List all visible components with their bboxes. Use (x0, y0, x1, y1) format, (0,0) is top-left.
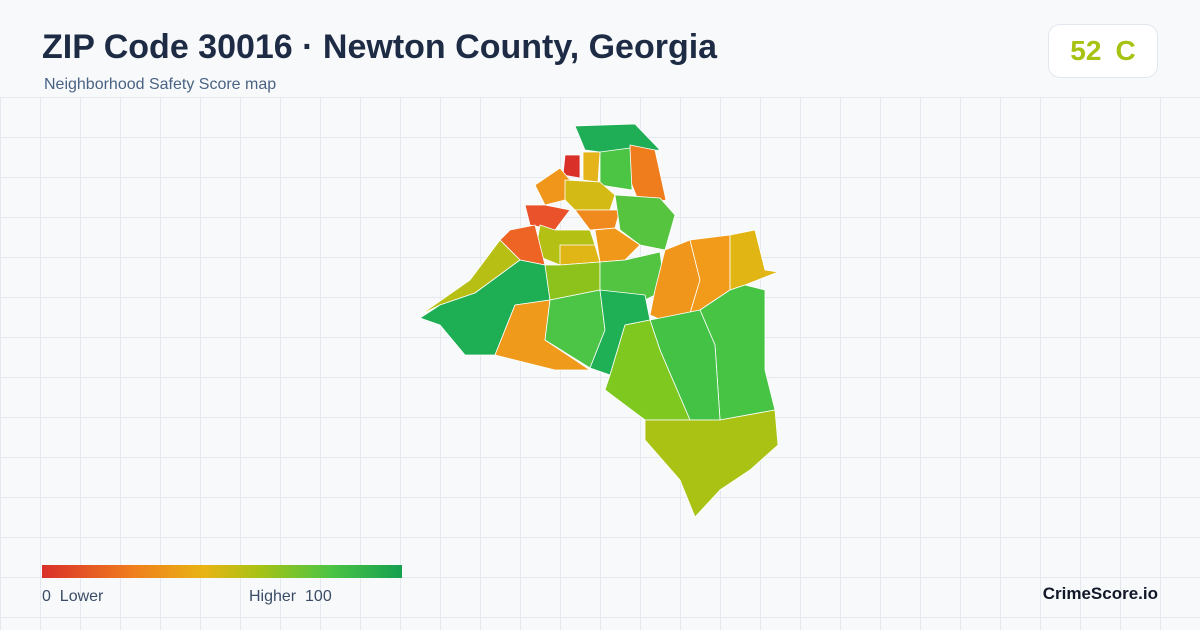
legend-max: Higher 100 (249, 588, 332, 606)
region (574, 123, 661, 153)
subtitle: Neighborhood Safety Score map (44, 76, 277, 93)
title: ZIP Code 30016 · Newton County, Georgia (42, 28, 718, 66)
brand: CrimeScore.io (1042, 584, 1158, 603)
score-value: 52 (1070, 35, 1102, 66)
legend-max-value: 100 (305, 588, 332, 605)
score-badge: 52 C (1048, 24, 1158, 78)
legend-max-label: Higher (249, 588, 297, 605)
legend-gradient (42, 565, 402, 578)
legend-min-label: Lower (59, 588, 104, 605)
legend-min: 0 Lower (42, 588, 103, 606)
region (644, 409, 779, 518)
region (562, 154, 581, 179)
region (582, 151, 601, 183)
regions (419, 123, 779, 518)
region (599, 147, 633, 191)
region (524, 204, 571, 231)
score-grade: C (1115, 35, 1136, 66)
region (729, 229, 779, 291)
region (574, 209, 621, 231)
region (559, 244, 601, 266)
legend-min-value: 0 (42, 588, 51, 605)
region (594, 227, 641, 263)
